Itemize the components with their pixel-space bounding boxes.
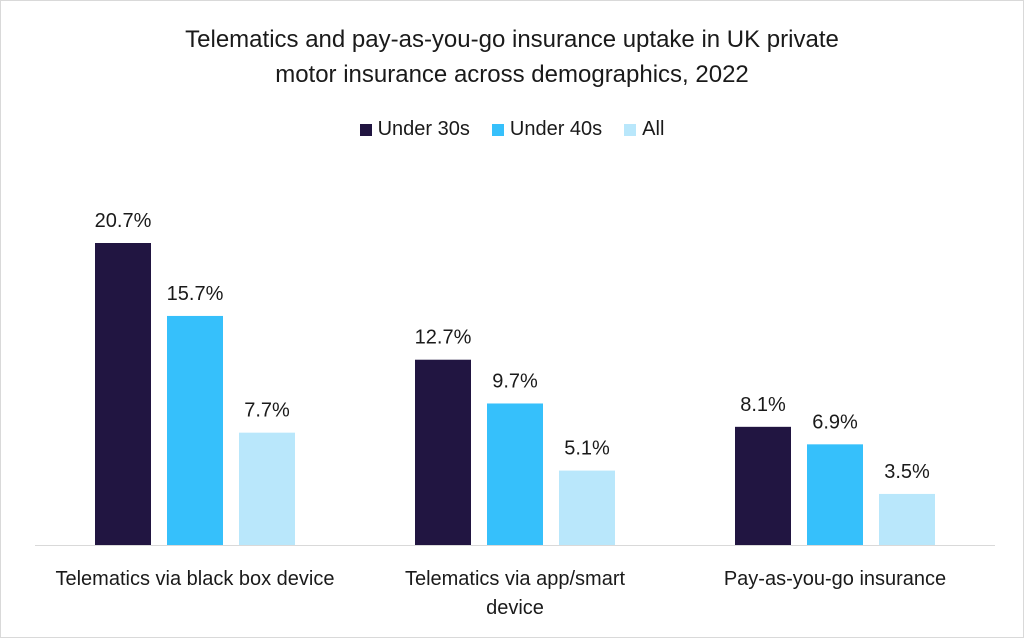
data-label-all-3: 3.5% — [884, 461, 930, 483]
category-label-3-line-1: Pay-as-you-go insurance — [724, 568, 946, 590]
bar-all-3 — [879, 493, 935, 545]
data-label-under-30s-2: 12.7% — [415, 327, 472, 349]
bar-under-30s-1 — [95, 243, 151, 545]
data-label-under-40s-1: 15.7% — [167, 283, 224, 305]
category-label-2-line-2: device — [486, 597, 544, 619]
legend-item-under-30s: Under 30s — [359, 118, 470, 141]
legend-label-under-40s: Under 40s — [509, 118, 603, 140]
data-label-under-30s-3: 8.1% — [740, 394, 786, 416]
chart-title: Telematics and pay-as-you-go insurance u… — [0, 22, 1024, 92]
data-label-all-1: 7.7% — [244, 400, 290, 422]
legend-swatch-under-40s — [491, 123, 504, 136]
bar-under-30s-2 — [415, 359, 471, 545]
bar-under-40s-2 — [487, 403, 543, 545]
legend-label-all: All — [642, 118, 665, 140]
chart-legend: Under 30s Under 40s All — [0, 118, 1024, 141]
data-label-under-40s-3: 6.9% — [812, 411, 858, 433]
legend-item-under-40s: Under 40s — [491, 118, 603, 141]
legend-item-all: All — [624, 118, 664, 141]
bar-under-40s-3 — [807, 444, 863, 545]
chart-title-line-2: motor insurance across demographics, 202… — [275, 61, 749, 88]
bar-all-1 — [239, 432, 295, 545]
bar-under-30s-3 — [735, 426, 791, 545]
bar-all-2 — [559, 470, 615, 545]
data-label-under-30s-1: 20.7% — [95, 210, 152, 232]
category-label-1-line-1: Telematics via black box device — [55, 568, 334, 590]
category-label-2-line-1: Telematics via app/smart — [405, 568, 626, 590]
legend-swatch-under-30s — [359, 123, 372, 136]
legend-swatch-all — [624, 123, 637, 136]
data-label-all-2: 5.1% — [564, 438, 610, 460]
bar-under-40s-1 — [167, 315, 223, 545]
chart-title-line-1: Telematics and pay-as-you-go insurance u… — [185, 26, 839, 53]
data-label-under-40s-2: 9.7% — [492, 370, 538, 392]
legend-label-under-30s: Under 30s — [377, 118, 470, 140]
